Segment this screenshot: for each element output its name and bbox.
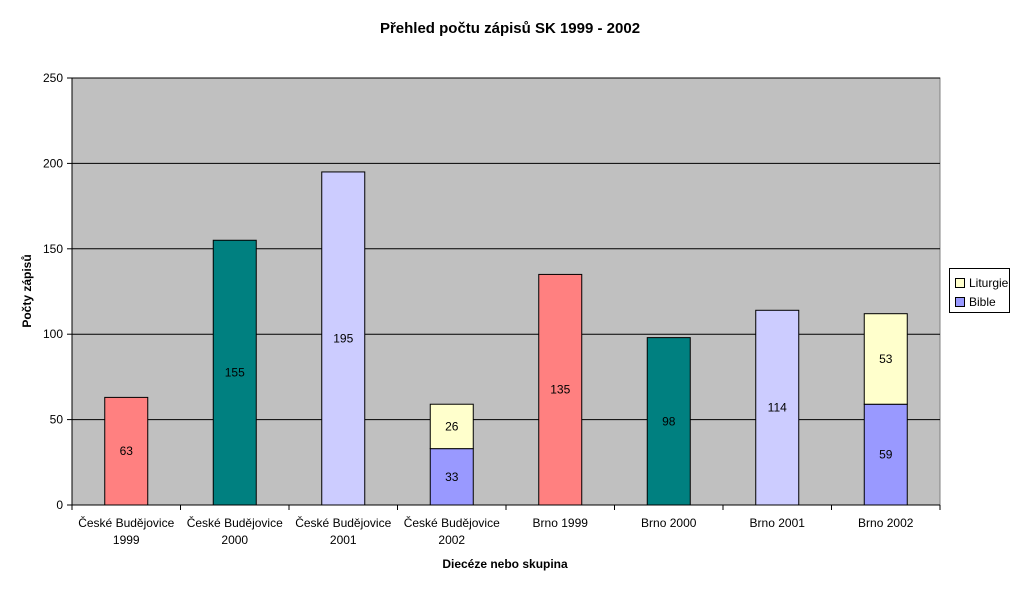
y-axis-title: Počty zápisů (20, 254, 34, 327)
x-tick-label: České Budějovice (187, 515, 283, 530)
bar-segment-5-0 (646, 337, 691, 506)
plot-background (71, 77, 941, 506)
x-tick-label: 2000 (221, 533, 248, 547)
x-tick-label: Brno 2002 (858, 516, 914, 530)
x-axis-title: Diecéze nebo skupina (442, 557, 568, 571)
x-tick-label: Brno 2001 (750, 516, 806, 530)
legend-swatch-liturgie (955, 278, 965, 288)
x-tick-label: Brno 2000 (641, 516, 697, 530)
bar-segment-1-0 (212, 239, 257, 506)
x-tick-label: Brno 1999 (533, 516, 589, 530)
data-label: 155 (225, 366, 245, 380)
legend: Liturgie Bible (949, 268, 1010, 313)
data-label: 53 (879, 352, 893, 366)
y-tick-label: 100 (43, 327, 63, 341)
x-tick-label: České Budějovice (78, 515, 174, 530)
bar-segment-7-0 (863, 403, 908, 506)
data-label: 114 (768, 401, 787, 415)
data-label: 135 (550, 383, 570, 397)
bar-segment-0-0 (104, 396, 149, 506)
y-tick-label: 150 (43, 242, 63, 256)
data-label: 98 (662, 414, 676, 428)
chart-title: Přehled počtu zápisů SK 1999 - 2002 (379, 20, 641, 37)
x-tick-label: České Budějovice (295, 515, 391, 530)
data-label: 26 (445, 419, 459, 433)
legend-item-liturgie: Liturgie (955, 275, 1008, 291)
legend-label-liturgie: Liturgie (969, 276, 1009, 290)
bar-segment-3-0 (429, 448, 474, 506)
y-tick-label: 250 (43, 71, 63, 85)
bar-segment-2-0 (321, 171, 366, 506)
x-tick-label: 2002 (438, 533, 465, 547)
y-tick-label: 0 (56, 498, 63, 512)
data-label: 33 (445, 470, 459, 484)
y-tick-label: 200 (43, 156, 63, 170)
bar-segment-7-1 (863, 313, 908, 405)
data-label: 63 (120, 444, 134, 458)
data-label: 195 (333, 331, 353, 345)
x-tick-label: 1999 (113, 533, 140, 547)
y-tick-label: 50 (50, 413, 64, 427)
x-tick-label: 2001 (330, 533, 357, 547)
data-label: 59 (879, 448, 893, 462)
x-tick-label: České Budějovice (404, 515, 500, 530)
legend-item-bible: Bible (955, 294, 996, 310)
bar-segment-4-0 (538, 273, 583, 506)
legend-label-bible: Bible (969, 295, 996, 309)
bar-segment-6-0 (755, 309, 800, 506)
legend-swatch-bible (955, 297, 965, 307)
bar-segment-3-1 (429, 403, 474, 450)
